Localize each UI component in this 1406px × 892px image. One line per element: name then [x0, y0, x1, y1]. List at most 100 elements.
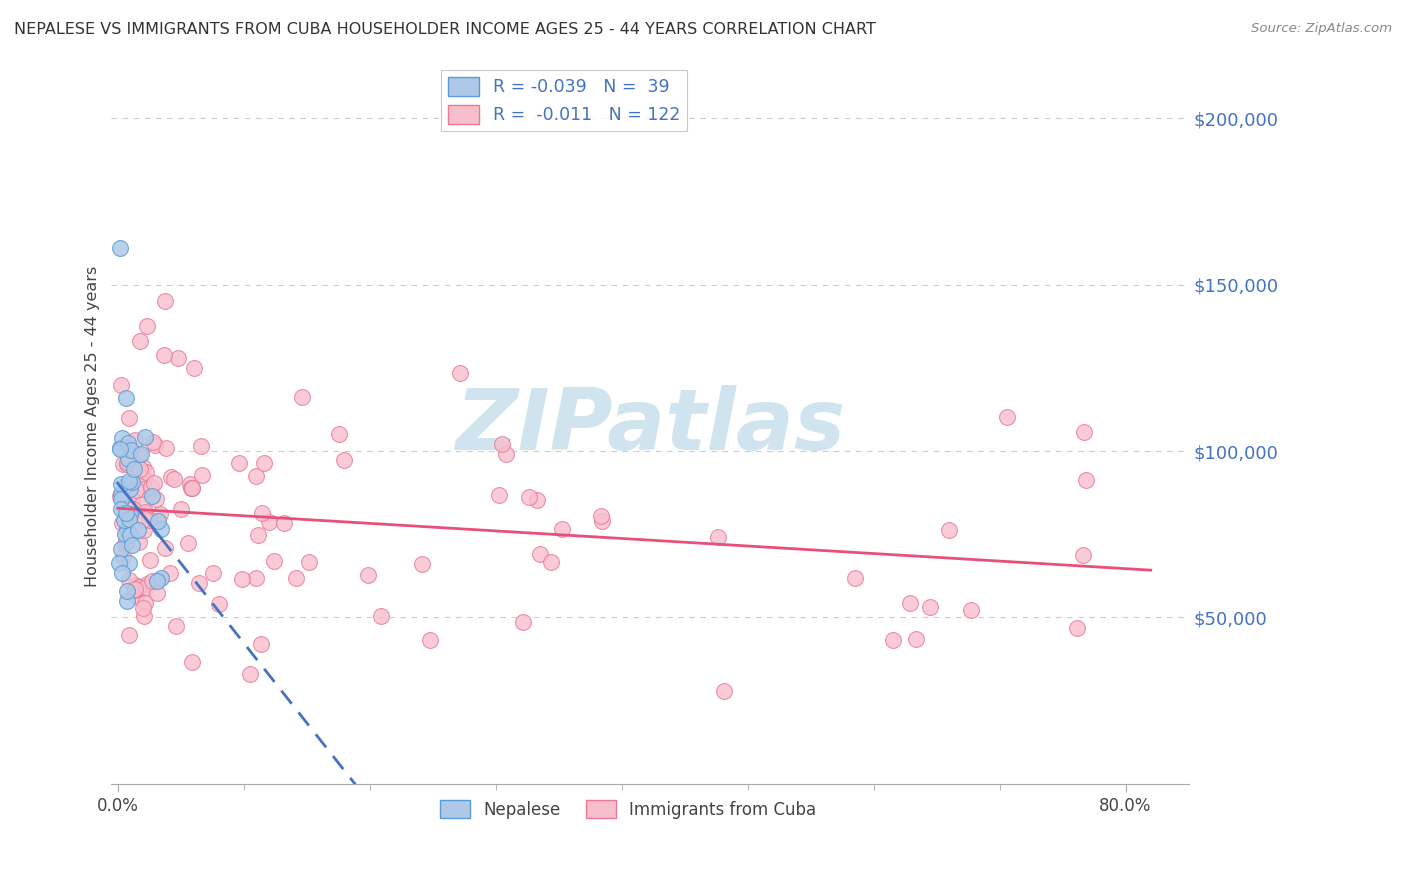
Point	[132, 472, 155, 486]
Point	[120, 443, 142, 458]
Legend: Nepalese, Immigrants from Cuba: Nepalese, Immigrants from Cuba	[433, 794, 823, 825]
Point	[128, 462, 150, 476]
Point	[117, 522, 139, 536]
Point	[118, 508, 141, 522]
Point	[208, 598, 231, 612]
Point	[135, 580, 157, 594]
Point	[155, 441, 177, 455]
Point	[145, 491, 167, 506]
Point	[166, 619, 188, 633]
Point	[146, 515, 169, 529]
Point	[273, 516, 295, 530]
Point	[117, 474, 139, 488]
Point	[110, 542, 132, 557]
Point	[141, 489, 163, 503]
Point	[239, 667, 262, 681]
Point	[1073, 425, 1095, 439]
Point	[905, 632, 928, 647]
Point	[540, 555, 562, 569]
Point	[138, 513, 160, 527]
Point	[960, 603, 983, 617]
Point	[124, 433, 146, 447]
Point	[136, 318, 159, 333]
Point	[111, 566, 134, 580]
Point	[110, 487, 132, 501]
Point	[131, 460, 153, 475]
Point	[713, 683, 735, 698]
Point	[108, 556, 131, 570]
Point	[512, 615, 534, 629]
Point	[153, 349, 176, 363]
Point	[124, 582, 146, 597]
Point	[153, 541, 176, 555]
Point	[134, 430, 156, 444]
Point	[115, 457, 138, 471]
Point	[488, 488, 510, 502]
Point	[128, 448, 150, 462]
Point	[167, 351, 190, 365]
Point	[1074, 474, 1097, 488]
Point	[125, 589, 148, 603]
Point	[124, 582, 146, 597]
Point	[495, 447, 517, 461]
Point	[529, 547, 551, 561]
Point	[135, 577, 157, 591]
Point	[181, 655, 204, 669]
Point	[112, 457, 135, 471]
Point	[121, 447, 143, 461]
Point	[257, 515, 280, 529]
Point	[146, 586, 169, 600]
Point	[112, 512, 135, 526]
Point	[139, 480, 162, 494]
Point	[284, 571, 307, 585]
Point	[114, 478, 136, 492]
Point	[146, 574, 169, 588]
Point	[117, 435, 139, 450]
Point	[143, 438, 166, 452]
Point	[188, 576, 211, 591]
Point	[115, 455, 138, 469]
Point	[131, 497, 153, 511]
Point	[419, 632, 441, 647]
Point	[117, 451, 139, 466]
Point	[246, 527, 269, 541]
Point	[250, 506, 273, 520]
Point	[180, 481, 202, 495]
Point	[134, 511, 156, 525]
Point	[245, 571, 267, 585]
Point	[134, 505, 156, 519]
Point	[110, 486, 132, 500]
Point	[517, 490, 540, 504]
Point	[844, 571, 866, 585]
Point	[114, 506, 136, 520]
Point	[591, 514, 613, 528]
Point	[551, 522, 574, 536]
Point	[160, 470, 183, 484]
Point	[882, 632, 904, 647]
Point	[117, 411, 139, 425]
Point	[112, 549, 135, 564]
Point	[118, 556, 141, 570]
Point	[132, 523, 155, 537]
Point	[291, 391, 314, 405]
Point	[128, 580, 150, 594]
Point	[129, 334, 152, 349]
Point	[263, 554, 285, 568]
Point	[110, 442, 132, 457]
Point	[127, 523, 149, 537]
Point	[142, 475, 165, 490]
Point	[1066, 621, 1088, 635]
Point	[995, 409, 1018, 424]
Point	[120, 528, 142, 542]
Point	[121, 538, 143, 552]
Point	[169, 502, 191, 516]
Point	[149, 507, 172, 521]
Point	[149, 571, 172, 585]
Point	[108, 241, 131, 255]
Point	[135, 466, 157, 480]
Point	[118, 482, 141, 496]
Point	[163, 472, 186, 486]
Point	[179, 477, 201, 491]
Point	[111, 516, 134, 531]
Point	[115, 594, 138, 608]
